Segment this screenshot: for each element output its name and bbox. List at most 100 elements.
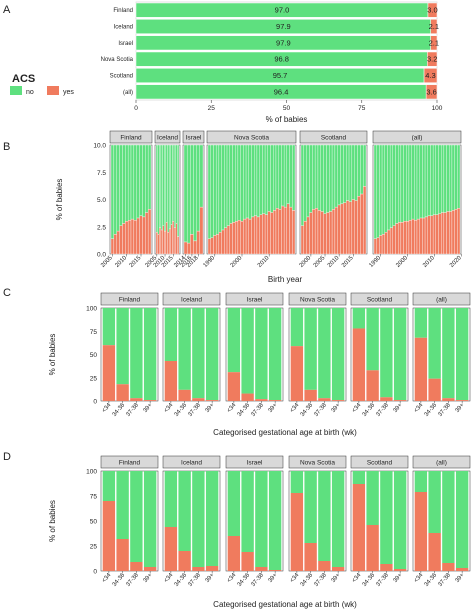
bar-b-no-iceland-2015 (172, 144, 175, 222)
bar-c-no-nova-scotia-34-36 (304, 308, 317, 390)
bar-c-yes-nova-scotia-34-36 (304, 389, 317, 401)
bar-d-no-all-37-38 (442, 471, 455, 563)
bar-b-no-scotland-2003 (317, 144, 321, 211)
bar-b-no-finland-2014 (136, 144, 140, 219)
bar-b-no-nova-scotia-1989 (210, 144, 214, 238)
facet-label-c-scotland: Scotland (367, 297, 393, 304)
y-axis-title-b: % of babies (55, 179, 64, 221)
facet-label-c-finland: Finland (119, 297, 141, 304)
tick-label-b-x: 2010 (422, 255, 436, 269)
bar-b-yes-nova-scotia-2008 (262, 213, 266, 255)
bar-b-yes-scotland-2019 (362, 186, 367, 255)
bar-c-yes-iceland-34 (164, 361, 178, 401)
bar-c-no-iceland-34-36 (178, 308, 191, 390)
bar-c-no-all-37-38 (442, 308, 455, 399)
bar-c-yes-iceland-39 (205, 400, 219, 401)
tick-label-b-x: 2000 (395, 255, 409, 269)
tick-label-c-x: <34 (413, 402, 425, 414)
tick-label-b-x: 1990 (368, 255, 382, 269)
bar-b-yes-iceland-2007 (159, 227, 162, 255)
bar-c-yes-nova-scotia-37-38 (318, 398, 331, 401)
tick-label-b-x: 2010 (114, 255, 128, 269)
facet-label-b-nova-scotia: Nova Scotia (234, 135, 269, 142)
bar-b-no-scotland-2001 (312, 144, 316, 210)
facet-label-b-iceland: Iceland (157, 135, 178, 142)
bar-c-no-iceland-39 (205, 308, 219, 401)
bar-b-yes-all-2013 (441, 212, 445, 255)
bar-c-no-all-39 (455, 308, 469, 401)
bar-b-no-israel-2014 (183, 144, 188, 243)
tick-label-d-x: <34 (289, 572, 301, 584)
bar-b-no-nova-scotia-1988 (207, 144, 211, 239)
category-label-a-all: (all) (123, 90, 133, 96)
bar-d-yes-israel-34-36 (241, 552, 254, 571)
tick-label-b-x: 2015 (341, 255, 355, 269)
bar-b-yes-scotland-2000 (309, 212, 313, 255)
bar-d-yes-finland-37-38 (130, 562, 143, 571)
bar-b-no-scotland-2009 (334, 144, 338, 208)
bar-c-no-scotland-34-36 (366, 308, 379, 371)
bar-b-yes-nova-scotia-1994 (224, 227, 228, 255)
bar-b-yes-all-2014 (443, 212, 447, 255)
bar-c-no-all-34-36 (428, 308, 441, 379)
bar-b-yes-nova-scotia-1990 (213, 235, 217, 255)
bar-b-no-nova-scotia-2000 (240, 144, 244, 222)
bar-b-yes-finland-2010 (125, 221, 129, 255)
tick-label-b-x: 2010 (327, 255, 341, 269)
bar-d-no-finland-34 (102, 471, 116, 501)
bar-d-no-israel-37-38 (255, 471, 268, 567)
facet-label-d-israel: Israel (247, 460, 263, 467)
bar-b-no-finland-2015 (139, 144, 143, 217)
bar-b-no-all-1989 (376, 144, 380, 238)
tick-label-d-x: 37-38 (187, 572, 202, 588)
facet-label-d-nova-scotia: Nova Scotia (300, 460, 335, 467)
bar-b-no-iceland-2016 (173, 144, 176, 229)
tick-label-d-x: <34 (163, 572, 175, 584)
bar-b-yes-nova-scotia-2007 (259, 214, 263, 255)
tick-label-b-x: 2015 (129, 255, 143, 269)
bar-b-no-all-2005 (419, 144, 423, 219)
tick-label-c-x: <34 (101, 402, 113, 414)
tick-label-d-x: 37-38 (375, 572, 390, 588)
bar-b-no-nova-scotia-2011 (270, 144, 274, 213)
tick-label-d-x: 34-36 (424, 572, 439, 588)
tick-label-d-x: 37-38 (313, 572, 328, 588)
bar-b-no-all-2004 (416, 144, 420, 220)
bar-b-yes-scotland-2013 (346, 200, 350, 255)
bar-c-yes-nova-scotia-34 (290, 346, 304, 401)
bar-b-no-nova-scotia-2010 (267, 144, 271, 212)
tick-label-c-y: 25 (90, 375, 98, 382)
tick-label-c-x: <34 (163, 402, 175, 414)
tick-label-c-x: <34 (351, 402, 363, 414)
bar-b-no-nova-scotia-2002 (245, 144, 249, 219)
bar-c-no-finland-34-36 (116, 308, 129, 385)
bar-b-yes-nova-scotia-2001 (243, 218, 247, 255)
bar-b-yes-scotland-2002 (314, 208, 319, 255)
tick-label-c-x: 37-38 (250, 402, 265, 418)
bar-b-yes-nova-scotia-1992 (218, 232, 222, 255)
bar-d-yes-scotland-34 (352, 484, 366, 571)
facet-label-c-all: (all) (436, 297, 447, 304)
bar-b-yes-nova-scotia-1989 (210, 237, 214, 255)
tick-label-a-x: 25 (208, 105, 216, 112)
bar-d-yes-nova-scotia-34 (290, 493, 304, 571)
bar-b-no-scotland-2000 (309, 144, 313, 213)
bar-b-no-finland-2013 (133, 144, 137, 221)
bar-b-no-all-2018 (454, 144, 458, 210)
bar-d-yes-nova-scotia-37-38 (318, 561, 331, 571)
bar-b-no-scotland-2016 (354, 144, 358, 201)
facet-label-d-all: (all) (436, 460, 447, 467)
bar-b-no-scotland-2019 (362, 144, 367, 187)
bar-b-no-iceland-2006 (157, 144, 160, 235)
category-label-a-iceland: Iceland (114, 25, 133, 31)
bar-b-no-scotland-2013 (346, 144, 350, 201)
bar-b-no-iceland-2010 (164, 144, 167, 232)
legend-label-no: no (26, 89, 34, 96)
bar-b-yes-nova-scotia-2016 (283, 206, 288, 255)
bar-b-yes-all-1997 (398, 222, 402, 255)
bar-b-no-finland-2017 (145, 144, 149, 213)
tick-label-d-y: 75 (90, 494, 98, 501)
tick-label-c-x: 37-38 (437, 402, 452, 418)
